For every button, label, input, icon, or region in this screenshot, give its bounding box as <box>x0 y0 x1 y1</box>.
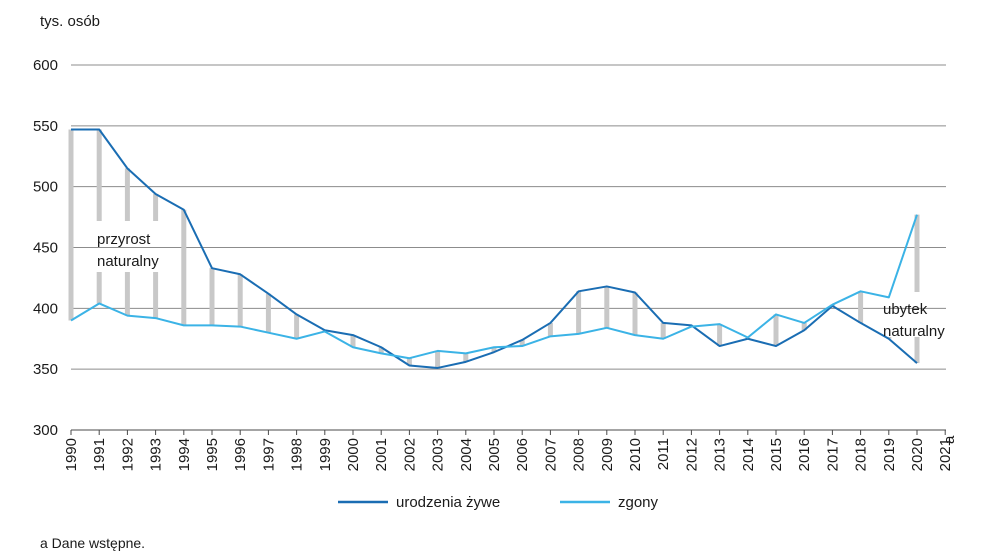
y-tick-label: 500 <box>33 179 58 196</box>
x-tick-label: 1992 <box>119 438 136 471</box>
y-tick-label: 550 <box>33 118 58 135</box>
x-tick-label: 2020 <box>909 438 926 471</box>
x-tick-label: 2011 <box>655 438 672 470</box>
x-tick-label: 1996 <box>232 438 249 471</box>
legend-label: zgony <box>618 494 659 511</box>
annotation-natural-increase: naturalny <box>97 253 159 270</box>
x-tick-label: 2000 <box>345 438 362 471</box>
x-tick-label: 2013 <box>712 438 729 471</box>
x-tick-label: 2001 <box>373 438 390 471</box>
x-tick-label: 2007 <box>542 438 559 471</box>
legend-label: urodzenia żywe <box>396 494 500 511</box>
x-tick-label: 2016 <box>796 438 813 471</box>
x-tick-label: 2019 <box>881 438 898 471</box>
x-tick-label: 1993 <box>148 438 165 471</box>
x-tick-label: 2002 <box>401 438 418 471</box>
x-tick-label: 1991 <box>91 438 108 471</box>
x-tick-label: 2018 <box>853 438 870 471</box>
x-tick-label: 1990 <box>63 438 80 471</box>
annotation-natural-decrease: ubytek <box>883 301 928 318</box>
x-tick-label: 2004 <box>458 438 475 471</box>
x-tick-label: 2017 <box>824 438 841 471</box>
x-tick-label: 2006 <box>514 438 531 471</box>
y-tick-label: 400 <box>33 300 58 317</box>
x-tick-label: 2003 <box>430 438 447 471</box>
x-tick-label: 2010 <box>627 438 644 471</box>
x-tick-label: 2005 <box>486 438 503 471</box>
x-tick-label: 1995 <box>204 438 221 471</box>
footnote: a Dane wstępne. <box>40 535 145 551</box>
series-line-births <box>71 128 918 369</box>
y-tick-label: 600 <box>33 57 58 74</box>
x-tick-label: 2009 <box>599 438 616 471</box>
series-line-deaths <box>70 214 918 360</box>
x-tick-label: 2008 <box>571 438 588 471</box>
annotation-natural-increase: przyrost <box>97 231 151 248</box>
x-tick-label: 2015 <box>768 438 785 471</box>
y-tick-label: 300 <box>33 422 58 439</box>
annotation-natural-decrease: naturalny <box>883 323 945 340</box>
x-tick-label: 2012 <box>683 438 700 471</box>
x-tick-label: 2021 <box>937 438 954 471</box>
y-tick-label: 350 <box>33 361 58 378</box>
y-axis-label: tys. osób <box>40 13 100 30</box>
x-tick-footnote-marker: a <box>941 435 958 444</box>
x-tick-label: 1999 <box>317 438 334 471</box>
x-tick-label: 2014 <box>740 438 757 471</box>
x-tick-label: 1997 <box>260 438 277 471</box>
y-tick-label: 450 <box>33 240 58 257</box>
x-tick-label: 1998 <box>289 438 306 471</box>
x-tick-label: 1994 <box>176 438 193 471</box>
